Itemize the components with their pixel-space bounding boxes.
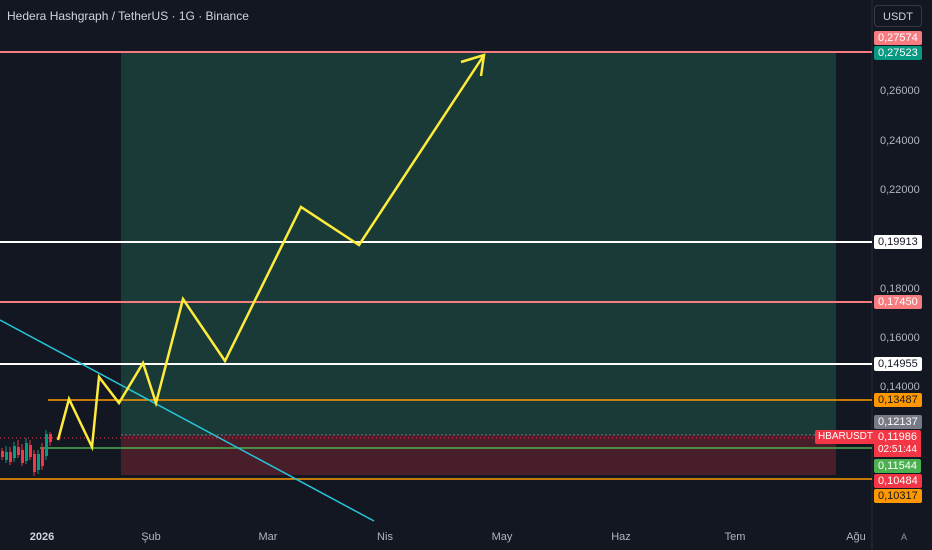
price-label[interactable]: 0,27523 (874, 46, 922, 60)
y-tick: 0,18000 (880, 283, 920, 295)
y-tick: 0,22000 (880, 184, 920, 196)
symbol-badge: HBARUSDT (815, 430, 877, 444)
x-tick: Ağu (846, 531, 866, 543)
price-label[interactable]: 0,27574 (874, 31, 922, 45)
price-label[interactable]: 0,10317 (874, 489, 922, 503)
currency-selector[interactable]: USDT (874, 5, 922, 27)
y-tick: 0,16000 (880, 332, 920, 344)
price-projection-path[interactable] (56, 54, 486, 452)
stop-zone[interactable] (121, 435, 836, 475)
x-tick: 2026 (29, 531, 55, 543)
price-label[interactable]: 0,11986 (874, 430, 921, 444)
price-label[interactable]: 0,11544 (874, 459, 921, 473)
x-tick: Şub (141, 531, 161, 543)
bar-countdown: 02:51:44 (874, 443, 921, 457)
y-tick: 0,24000 (880, 135, 920, 147)
y-tick: 0,26000 (880, 85, 920, 97)
price-label[interactable]: 0,14955 (874, 357, 922, 371)
price-label[interactable]: 0,12137 (874, 415, 922, 429)
auto-scale-button[interactable]: A (900, 532, 907, 542)
candles (1, 430, 52, 476)
target-zone[interactable] (121, 52, 836, 435)
x-tick: Nis (377, 531, 393, 543)
price-label[interactable]: 0,13487 (874, 393, 922, 407)
x-tick: Tem (724, 531, 746, 543)
x-tick: May (491, 531, 513, 543)
symbol-title: Hedera Hashgraph / TetherUS · 1G · Binan… (7, 9, 249, 23)
price-label[interactable]: 0,19913 (874, 235, 922, 249)
x-tick: Mar (258, 531, 278, 543)
price-label[interactable]: 0,10484 (874, 474, 922, 488)
projection-arrowhead (460, 53, 486, 77)
price-label[interactable]: 0,17450 (874, 295, 922, 309)
x-tick: Haz (611, 531, 631, 543)
y-tick: 0,14000 (880, 381, 920, 393)
downtrend-line[interactable] (0, 319, 375, 522)
